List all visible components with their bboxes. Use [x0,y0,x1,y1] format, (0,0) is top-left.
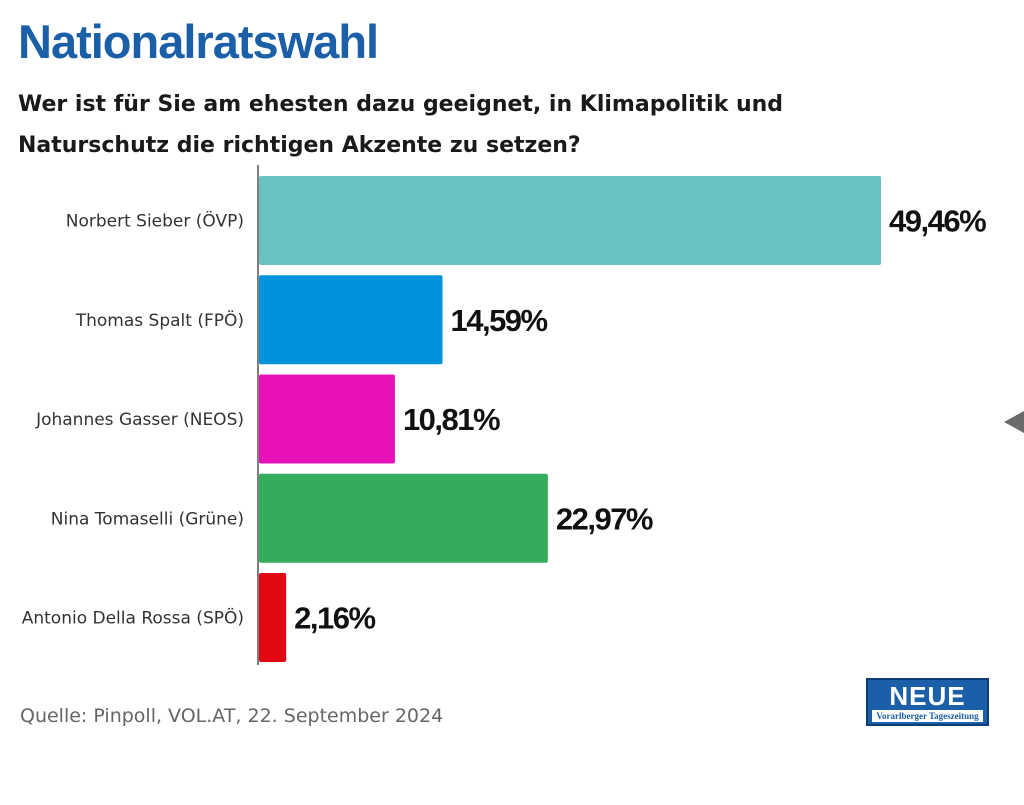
bar-chart: Norbert Sieber (ÖVP) 49,46% Thomas Spalt (… [22,165,988,665]
bar-0 [259,176,881,265]
category-label: Norbert Sieber (ÖVP) [66,210,244,232]
chevron-left-icon[interactable] [1004,411,1024,433]
bar-4 [259,573,287,662]
value-label: 10,81% [403,402,500,437]
value-label: 49,46% [889,204,986,239]
logo-wordmark: NEUE [889,681,966,711]
value-label: 22,97% [556,501,653,536]
bar-3 [259,473,548,563]
category-label: Antonio Della Rossa (SPÖ) [22,607,244,629]
value-label: 14,59% [450,303,547,338]
bar-2 [259,374,395,464]
category-label: Nina Tomaselli (Grüne) [51,509,244,529]
value-label: 2,16% [294,601,375,636]
logo-tagline: Vorarlberger Tageszeitung [872,710,983,722]
chart-subtitle: Wer ist für Sie am ehesten dazu geeignet… [18,92,784,158]
chart-title: Nationalratswahl [18,15,379,68]
category-label: Johannes Gasser (NEOS) [35,410,244,430]
neue-logo: NEUE Vorarlberger Tageszeitung [866,678,989,726]
category-label: Thomas Spalt (FPÖ) [75,309,244,331]
source-note: Quelle: Pinpoll, VOL.AT, 22. September 2… [20,705,444,727]
bar-1 [259,275,443,365]
